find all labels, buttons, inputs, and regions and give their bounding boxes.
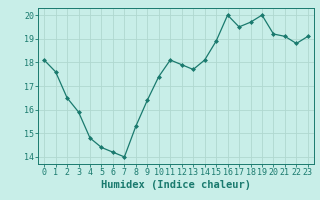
X-axis label: Humidex (Indice chaleur): Humidex (Indice chaleur) [101,180,251,190]
